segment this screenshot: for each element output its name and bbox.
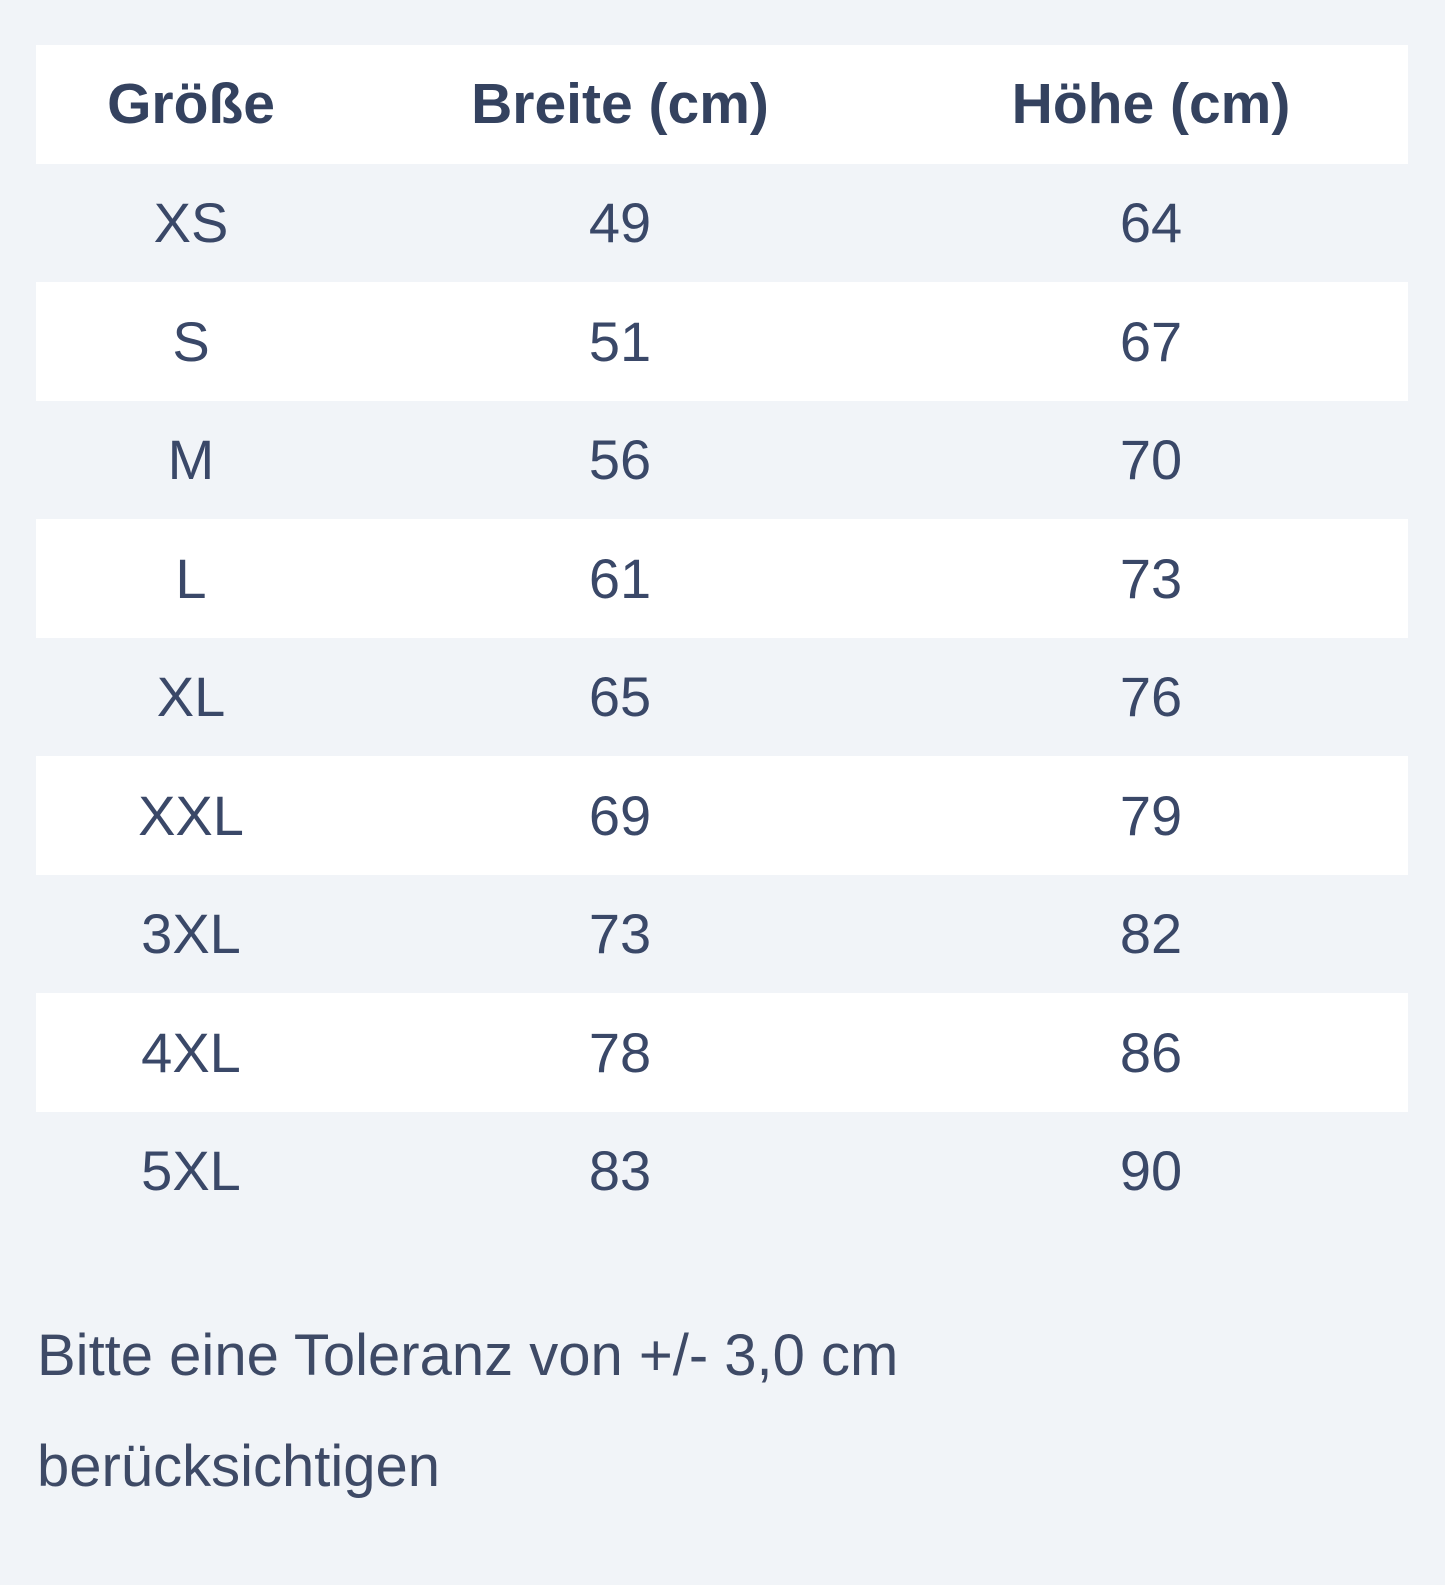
cell-size: XL	[36, 637, 346, 756]
cell-size: L	[36, 519, 346, 638]
cell-size: 4XL	[36, 993, 346, 1112]
tolerance-note: Bitte eine Toleranz von +/- 3,0 cm berüc…	[37, 1323, 899, 1499]
cell-width: 61	[346, 519, 894, 638]
table-row: 4XL 78 86	[36, 993, 1408, 1112]
cell-size: XXL	[36, 756, 346, 875]
cell-width: 56	[346, 400, 894, 519]
cell-size: 5XL	[36, 1111, 346, 1230]
table-row: XXL 69 79	[36, 756, 1408, 875]
cell-height: 76	[894, 637, 1408, 756]
table-row: S 51 67	[36, 282, 1408, 401]
table-row: 5XL 83 90	[36, 1111, 1408, 1230]
size-chart-table: Größe Breite (cm) Höhe (cm) XS 49 64 S 51 67 M…	[36, 45, 1408, 1230]
header-width: Breite (cm)	[346, 45, 894, 164]
cell-height: 79	[894, 756, 1408, 875]
table-body: XS 49 64 S 51 67 M 56 70 L 61 73 XL 65 76 XXL 69 79 3XL 73 8…	[36, 163, 1408, 1230]
table-row: XS 49 64	[36, 163, 1408, 282]
header-row: Größe Breite (cm) Höhe (cm)	[36, 45, 1408, 164]
cell-size: M	[36, 400, 346, 519]
cell-height: 82	[894, 874, 1408, 993]
cell-width: 65	[346, 637, 894, 756]
table-row: L 61 73	[36, 519, 1408, 638]
cell-width: 73	[346, 874, 894, 993]
table-row: 3XL 73 82	[36, 874, 1408, 993]
cell-width: 78	[346, 993, 894, 1112]
cell-size: 3XL	[36, 874, 346, 993]
cell-width: 49	[346, 163, 894, 282]
cell-width: 69	[346, 756, 894, 875]
header-size: Größe	[36, 45, 346, 164]
cell-height: 90	[894, 1111, 1408, 1230]
cell-height: 64	[894, 163, 1408, 282]
cell-size: S	[36, 282, 346, 401]
cell-width: 51	[346, 282, 894, 401]
table-row: M 56 70	[36, 400, 1408, 519]
cell-height: 70	[894, 400, 1408, 519]
cell-width: 83	[346, 1111, 894, 1230]
table-row: XL 65 76	[36, 637, 1408, 756]
cell-size: XS	[36, 163, 346, 282]
cell-height: 73	[894, 519, 1408, 638]
cell-height: 86	[894, 993, 1408, 1112]
header-height: Höhe (cm)	[894, 45, 1408, 164]
cell-height: 67	[894, 282, 1408, 401]
